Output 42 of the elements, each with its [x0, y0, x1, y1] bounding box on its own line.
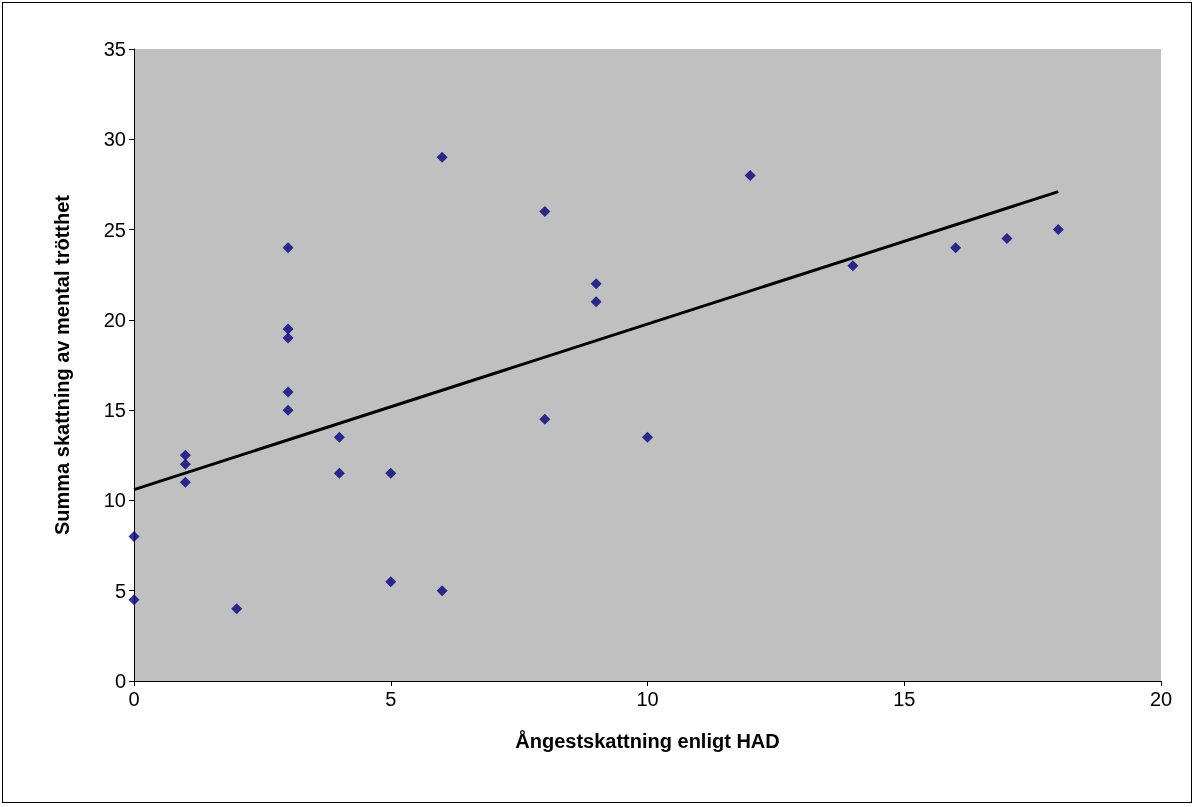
point: [282, 323, 294, 335]
point: [282, 242, 294, 254]
x-axis-title: Ångestskattning enligt HAD: [515, 729, 780, 752]
point: [128, 594, 140, 606]
x-tick-label: 20: [1149, 688, 1173, 710]
point: [333, 467, 345, 479]
y-tick-label: 25: [103, 218, 126, 241]
point: [1001, 233, 1013, 245]
y-tick-label: 10: [103, 489, 126, 512]
point: [385, 467, 397, 479]
point: [436, 151, 448, 163]
y-tick-label: 15: [103, 399, 126, 422]
point: [385, 576, 397, 588]
x-tick-label: 10: [636, 688, 659, 710]
x-tick-label: 5: [385, 688, 397, 710]
point: [590, 278, 602, 290]
point: [179, 476, 191, 488]
y-tick-label: 0: [114, 670, 126, 692]
point: [282, 332, 294, 344]
x-tick-label: 15: [893, 688, 916, 710]
point: [539, 413, 551, 425]
point: [847, 260, 859, 272]
y-axis-title: Summa skattning av mental trötthet: [51, 194, 73, 536]
y-tick-label: 35: [103, 38, 126, 60]
x-tick-label: 0: [128, 688, 140, 710]
point: [282, 404, 294, 416]
point: [744, 169, 756, 181]
point: [950, 242, 962, 254]
y-tick-label: 30: [103, 128, 126, 151]
point: [179, 449, 191, 461]
y-tick-label: 5: [114, 579, 126, 602]
point: [333, 431, 345, 443]
point: [282, 386, 294, 398]
point: [128, 531, 140, 543]
point: [1052, 224, 1064, 236]
y-tick-label: 20: [103, 308, 126, 331]
point: [436, 585, 448, 597]
point: [179, 458, 191, 470]
point: [539, 206, 551, 218]
point: [231, 603, 243, 615]
point: [590, 296, 602, 308]
point: [642, 431, 653, 443]
